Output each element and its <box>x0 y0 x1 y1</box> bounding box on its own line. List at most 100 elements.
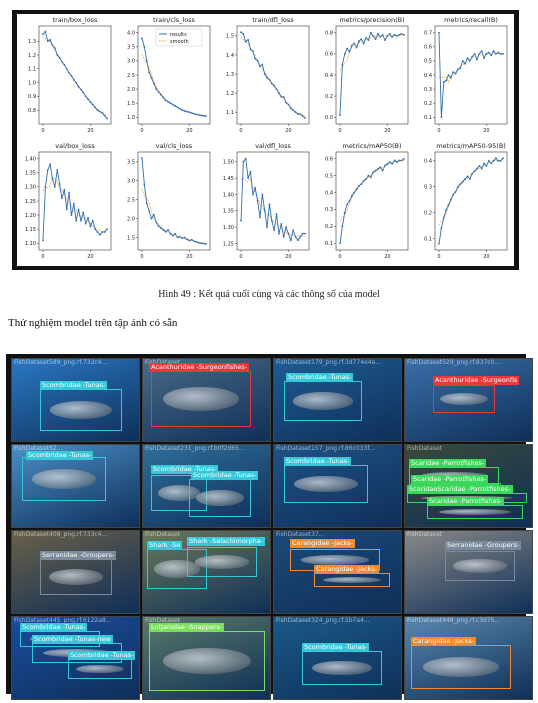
data-point <box>65 208 68 211</box>
data-point <box>292 109 295 112</box>
class-label: Scaridae -Parrotfishes- <box>411 475 489 484</box>
image-filename: FishDataset529_png.rf.837c0... <box>407 359 501 366</box>
class-label: Serranidae -Groupers- <box>445 541 522 550</box>
data-point <box>350 195 353 197</box>
class-label: Acanthuridae -Surgeonfis <box>433 376 520 385</box>
data-point <box>285 226 287 229</box>
data-point <box>275 88 278 91</box>
data-point <box>447 74 450 76</box>
data-point <box>249 48 252 51</box>
detection-image-cell: FishDataset Serranidae -Groupers- <box>404 530 533 614</box>
x-tick-label: 20 <box>285 254 291 260</box>
data-point <box>278 92 280 95</box>
y-tick-label: 1.35 <box>25 171 36 177</box>
data-point <box>393 159 396 162</box>
x-tick-label: 20 <box>285 128 291 134</box>
data-point <box>254 57 257 60</box>
x-tick-label: 0 <box>41 254 44 260</box>
data-point <box>285 101 287 104</box>
data-point <box>395 161 398 164</box>
y-tick-label: 2.5 <box>127 197 135 203</box>
y-tick-label: 1.45 <box>223 176 234 182</box>
data-point <box>176 106 179 109</box>
smooth-series <box>240 177 306 237</box>
data-point <box>468 178 471 180</box>
y-tick-label: 3.0 <box>127 179 135 185</box>
data-point <box>374 38 377 40</box>
data-point <box>447 203 450 206</box>
class-label: Scaridae -Parrotfishes- <box>409 459 487 468</box>
data-point <box>49 163 52 166</box>
data-point <box>65 67 68 70</box>
data-point <box>240 219 242 222</box>
data-point <box>282 236 285 238</box>
data-point <box>169 232 172 235</box>
data-point <box>169 102 172 105</box>
class-label: Serranidae -Groupers- <box>40 551 117 560</box>
data-point <box>63 63 66 66</box>
x-tick-label: 0 <box>338 254 341 260</box>
class-label: Scombridae -Tunas- <box>286 373 354 382</box>
data-point <box>195 241 198 243</box>
class-label: Scombridae -Tunas- <box>26 451 94 460</box>
svg-text:results: results <box>170 32 187 38</box>
data-point <box>346 203 349 206</box>
data-point <box>341 63 344 66</box>
y-tick-label: 0.4 <box>424 159 432 165</box>
plot-title: metrics/mAP50(B) <box>342 142 401 150</box>
data-point <box>438 242 440 245</box>
data-point <box>84 222 87 225</box>
data-point <box>183 110 186 112</box>
data-point <box>468 60 471 62</box>
y-tick-label: 0.3 <box>424 185 432 191</box>
y-tick-label: 0.4 <box>325 73 333 79</box>
data-point <box>89 101 92 103</box>
data-point <box>259 65 261 68</box>
data-point <box>478 165 481 167</box>
data-point <box>96 109 99 112</box>
image-filename: FishDataset408_png.rf.733c4... <box>14 531 108 538</box>
data-point <box>160 227 162 229</box>
plot-axes <box>434 25 508 125</box>
detection-image-cell: FishDataset408_png.rf.733c4... Serranidae… <box>11 530 140 614</box>
figure-caption: Hình 49 : Kết quả cuối cùng và các thông… <box>158 289 380 300</box>
bounding-box <box>151 371 251 427</box>
data-point <box>296 239 299 242</box>
y-tick-label: 1.30 <box>25 185 36 191</box>
fish-silhouette <box>162 647 252 675</box>
x-tick-label: 0 <box>140 254 143 260</box>
class-label: Scombridae -Tunas- <box>40 381 108 390</box>
detection-image-cell: FishDataset529_png.rf.837c0... Acanthurid… <box>404 358 533 442</box>
data-point <box>502 52 504 55</box>
bounding-box <box>433 385 495 413</box>
data-point <box>483 57 485 60</box>
data-point <box>205 243 207 245</box>
data-point <box>287 103 290 106</box>
y-tick-label: 0.6 <box>424 45 432 51</box>
data-point <box>461 60 464 62</box>
plot-title: metrics/recall(B) <box>444 16 498 24</box>
data-point <box>263 73 266 75</box>
data-point <box>61 60 63 63</box>
data-point <box>476 167 478 170</box>
results-series <box>141 158 207 245</box>
y-tick-label: 0.0 <box>325 115 333 121</box>
data-point <box>381 33 384 36</box>
data-point <box>101 231 104 233</box>
data-point <box>42 33 44 36</box>
data-point <box>87 98 89 101</box>
data-point <box>157 90 160 93</box>
data-point <box>270 219 273 222</box>
plot-title: metrics/precision(B) <box>339 16 404 24</box>
data-point <box>461 180 464 183</box>
data-point <box>193 240 196 243</box>
image-filename: FishDataset <box>145 617 181 624</box>
data-point <box>386 162 389 165</box>
data-point <box>256 200 259 202</box>
data-point <box>339 242 341 245</box>
data-point <box>275 213 278 215</box>
data-point <box>400 159 403 162</box>
class-label: Scombridae -Tunas- <box>302 643 370 652</box>
data-point <box>155 88 158 90</box>
data-point <box>362 42 365 45</box>
